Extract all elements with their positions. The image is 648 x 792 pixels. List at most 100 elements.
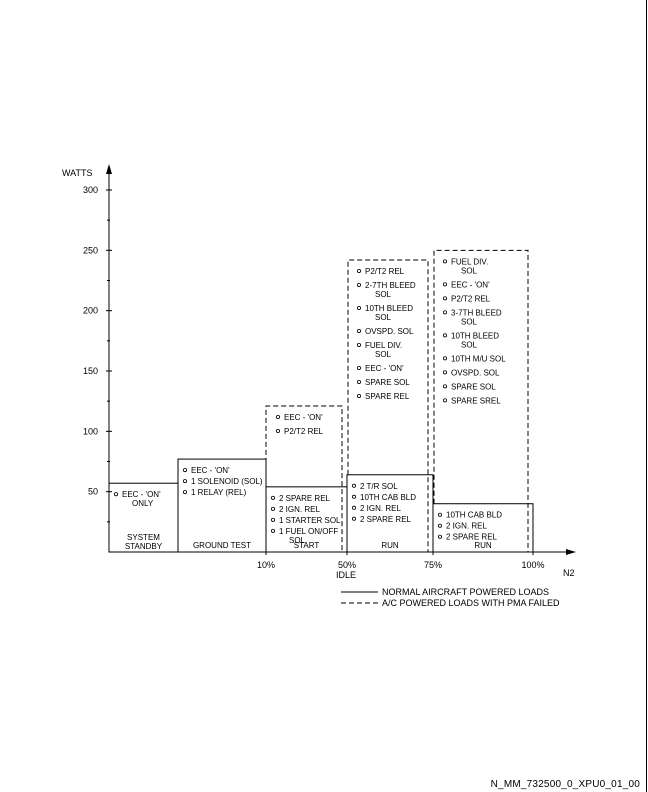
failed-load-bullet: [356, 342, 361, 347]
load-bullet: [351, 516, 356, 521]
phase-label: SYSTEM STANDBY: [125, 533, 163, 551]
failed-load-label: OVSPD. SOL: [365, 327, 414, 336]
pma-failed-bar: [265, 405, 343, 552]
failed-load-label: EEC - 'ON': [284, 413, 323, 422]
failed-load-bullet: [442, 384, 447, 389]
failed-load-bullet: [356, 379, 361, 384]
x-tick-label: 50%: [338, 560, 356, 570]
bars-group: [108, 249, 534, 553]
load-bullet: [182, 468, 187, 473]
failed-load-bullet: [356, 282, 361, 287]
y-tick-label: 300: [83, 185, 98, 195]
failed-load-bullet: [275, 414, 280, 419]
failed-load-bullet: [442, 310, 447, 315]
load-bullet: [270, 506, 275, 511]
x-tick-label: 10%: [257, 560, 275, 570]
load-label: 2 T/R SOL: [360, 482, 398, 491]
x-tick-label: 75%: [424, 560, 442, 570]
failed-load-label: SPARE SREL: [451, 396, 501, 405]
failed-load-label: 10TH BLEED SOL: [365, 304, 413, 322]
failed-load-bullet: [356, 305, 361, 310]
failed-load-label: P2/T2 REL: [284, 427, 324, 436]
failed-load-label: P2/T2 REL: [451, 294, 491, 303]
pma-failed-bar: [347, 259, 429, 552]
phase-label: START: [294, 541, 320, 550]
load-label: 10TH CAB BLD: [360, 493, 416, 502]
y-tick-label: 200: [83, 306, 98, 316]
failed-load-label: SPARE REL: [365, 392, 410, 401]
x-axis-arrow: [566, 549, 576, 555]
load-label: 2 IGN. REL: [279, 505, 320, 514]
failed-load-bullet: [442, 259, 447, 264]
load-label: EEC - 'ON': [191, 466, 230, 475]
y-axis-arrow: [106, 164, 112, 174]
load-bullet: [351, 494, 356, 499]
load-bullet: [351, 505, 356, 510]
failed-load-bullet: [442, 296, 447, 301]
load-bullet: [270, 495, 275, 500]
idle-label: IDLE: [336, 570, 356, 580]
failed-load-bullet: [442, 398, 447, 403]
load-bullet: [437, 534, 442, 539]
failed-load-bullet: [442, 356, 447, 361]
load-labels-group: SYSTEM STANDBY EEC - 'ON' ONLY GROUND TEST EE…: [114, 257, 506, 551]
failed-load-label: EEC - 'ON': [365, 364, 404, 373]
failed-load-label: SPARE SOL: [365, 378, 410, 387]
load-label: 2 SPARE REL: [360, 515, 412, 524]
load-bullet: [270, 517, 275, 522]
figure-id: N_MM_732500_0_XPU0_01_00: [490, 779, 640, 790]
load-label: 2 SPARE REL: [446, 533, 498, 542]
pma-failed-bar: [433, 249, 529, 552]
load-bullet: [114, 492, 119, 497]
x-axis-label: N2: [563, 568, 575, 578]
load-bullet: [270, 528, 275, 533]
failed-load-label: 10TH M/U SOL: [451, 354, 506, 363]
failed-load-label: FUEL DIV. SOL: [365, 341, 402, 359]
failed-load-label: OVSPD. SOL: [451, 368, 500, 377]
phase-label: RUN: [381, 541, 399, 550]
failed-load-label: SPARE SOL: [451, 382, 496, 391]
load-bullet: [182, 479, 187, 484]
y-axis-label: WATTS: [62, 168, 93, 178]
phase-label: GROUND TEST: [193, 541, 251, 550]
load-label: 1 RELAY (REL): [191, 488, 247, 497]
normal-bar: [432, 503, 534, 553]
failed-load-bullet: [442, 333, 447, 338]
failed-load-bullet: [356, 328, 361, 333]
failed-load-bullet: [356, 393, 361, 398]
x-tick-label: 100%: [521, 560, 544, 570]
failed-load-bullet: [442, 282, 447, 287]
load-label: 2 IGN. REL: [446, 522, 487, 531]
y-tick-group: 300 250 200 150 100 50: [83, 185, 112, 523]
load-label: 2 SPARE REL: [279, 494, 331, 503]
failed-load-label: EEC - 'ON': [451, 280, 490, 289]
y-tick-label: 150: [83, 366, 98, 376]
failed-load-bullet: [442, 370, 447, 375]
failed-load-bullet: [356, 365, 361, 370]
load-label: EEC - 'ON' ONLY: [122, 490, 161, 508]
y-tick-label: 50: [88, 487, 98, 497]
load-label: 2 IGN. REL: [360, 504, 401, 513]
page-edge-line: [646, 0, 647, 792]
load-bullet: [437, 523, 442, 528]
legend-pma-failed-label: A/C POWERED LOADS WITH PMA FAILED: [382, 598, 560, 608]
load-label: 1 SOLENOID (SOL): [191, 477, 263, 486]
load-label: 10TH CAB BLD: [446, 511, 502, 520]
legend-normal-label: NORMAL AIRCRAFT POWERED LOADS: [382, 587, 549, 597]
failed-load-bullet: [356, 268, 361, 273]
failed-load-label: P2/T2 REL: [365, 267, 405, 276]
phase-label: RUN: [474, 541, 492, 550]
load-bullet: [351, 483, 356, 488]
x-tick-group: 10% 50% 75% 100%: [257, 550, 545, 570]
failed-load-label: 2-7TH BLEED SOL: [365, 281, 416, 299]
failed-load-label: 3-7TH BLEED SOL: [451, 308, 502, 326]
load-label: 1 STARTER SOL: [279, 516, 341, 525]
failed-load-label: 10TH BLEED SOL: [451, 331, 499, 349]
failed-load-bullet: [275, 428, 280, 433]
y-tick-label: 100: [83, 426, 98, 436]
load-bullet: [182, 490, 187, 495]
load-bullet: [437, 512, 442, 517]
y-tick-label: 250: [83, 245, 98, 255]
failed-load-label: FUEL DIV. SOL: [451, 257, 488, 275]
